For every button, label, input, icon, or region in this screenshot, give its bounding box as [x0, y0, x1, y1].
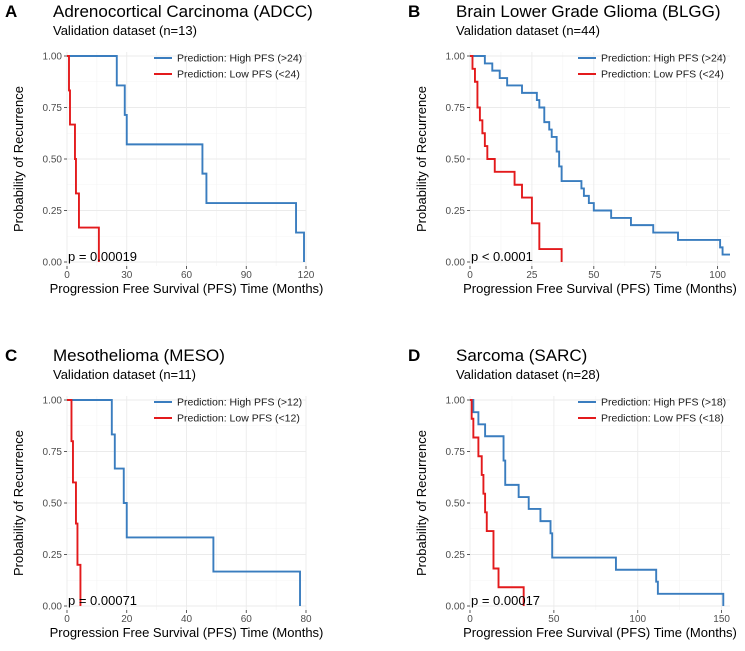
x-axis-label: Progression Free Survival (PFS) Time (Mo…: [50, 281, 324, 296]
panel-letter: B: [408, 2, 420, 21]
p-value: p < 0.0001: [471, 249, 533, 264]
y-tick-label: 0.25: [43, 550, 63, 561]
panel-title: Mesothelioma (MESO): [53, 346, 225, 365]
legend-label-high: Prediction: High PFS (>18): [601, 397, 726, 409]
x-tick-label: 90: [241, 270, 253, 281]
y-tick-label: 1.00: [446, 52, 466, 63]
x-tick-label: 20: [121, 614, 133, 625]
y-tick-label: 1.00: [43, 396, 63, 407]
x-axis-label: Progression Free Survival (PFS) Time (Mo…: [50, 625, 324, 640]
panel-title: Sarcoma (SARC): [456, 346, 587, 365]
x-tick-label: 40: [181, 614, 193, 625]
y-tick-label: 0.25: [43, 206, 63, 217]
panel-letter: D: [408, 346, 420, 365]
panel-subtitle: Validation dataset (n=44): [456, 23, 600, 38]
panel-d: 0 50 100 150 0.00 0.25 0.50 0.75 1.00 Prediction:…: [408, 346, 737, 640]
y-tick-label: 0.00: [446, 602, 466, 613]
panel-letter: C: [5, 346, 17, 365]
x-tick-label: 0: [64, 614, 70, 625]
x-tick-label: 60: [181, 270, 193, 281]
x-axis-label: Progression Free Survival (PFS) Time (Mo…: [463, 281, 737, 296]
y-tick-label: 0.50: [43, 499, 63, 510]
km-curve-low: [470, 399, 525, 606]
panel-title: Adrenocortical Carcinoma (ADCC): [53, 2, 313, 21]
legend-label-high: Prediction: High PFS (>24): [601, 53, 726, 65]
km-curve-high: [470, 55, 730, 256]
y-axis-label: Probability of Recurrence: [11, 86, 26, 232]
km-curve-high: [67, 55, 305, 262]
p-value: p = 0.00019: [68, 249, 137, 264]
km-curve-low: [67, 55, 100, 262]
y-tick-label: 0.00: [446, 258, 466, 269]
km-curve-high: [67, 399, 301, 606]
y-axis-label: Probability of Recurrence: [414, 86, 429, 232]
x-tick-label: 75: [650, 270, 662, 281]
panel-subtitle: Validation dataset (n=11): [53, 367, 196, 382]
panel-letter: A: [5, 2, 17, 21]
x-tick-label: 30: [121, 270, 133, 281]
legend-label-low: Prediction: Low PFS (<24): [177, 69, 300, 81]
x-tick-label: 50: [548, 614, 560, 625]
y-tick-label: 0.50: [446, 499, 466, 510]
y-tick-label: 1.00: [43, 52, 63, 63]
km-curve-high: [470, 399, 725, 606]
x-tick-label: 60: [241, 614, 253, 625]
x-tick-label: 150: [713, 614, 730, 625]
y-tick-label: 0.25: [446, 206, 466, 217]
y-tick-label: 0.50: [446, 155, 466, 166]
x-tick-label: 25: [526, 270, 538, 281]
x-tick-label: 50: [588, 270, 600, 281]
y-tick-label: 0.25: [446, 550, 466, 561]
x-tick-label: 100: [709, 270, 726, 281]
y-tick-label: 0.50: [43, 155, 63, 166]
y-tick-label: 0.75: [446, 103, 466, 114]
x-axis-label: Progression Free Survival (PFS) Time (Mo…: [463, 625, 737, 640]
legend-label-low: Prediction: Low PFS (<18): [601, 413, 724, 425]
panel-a: 0 30 60 90 120 0.00 0.25 0.50 0.75 1.00 Prediction…: [5, 2, 323, 296]
y-axis-label: Probability of Recurrence: [414, 430, 429, 576]
y-tick-label: 0.75: [43, 103, 63, 114]
km-curve-low: [470, 55, 563, 262]
km-curve-low: [67, 399, 82, 606]
legend-label-high: Prediction: High PFS (>24): [177, 53, 302, 65]
p-value: p = 0.00017: [471, 593, 540, 608]
y-tick-label: 1.00: [446, 396, 466, 407]
x-tick-label: 0: [467, 270, 473, 281]
x-tick-label: 80: [300, 614, 312, 625]
legend-label-high: Prediction: High PFS (>12): [177, 397, 302, 409]
y-tick-label: 0.00: [43, 258, 63, 269]
x-tick-label: 120: [298, 270, 315, 281]
legend-label-low: Prediction: Low PFS (<12): [177, 413, 300, 425]
y-axis-label: Probability of Recurrence: [11, 430, 26, 576]
x-tick-label: 0: [64, 270, 70, 281]
legend-label-low: Prediction: Low PFS (<24): [601, 69, 724, 81]
y-tick-label: 0.75: [446, 447, 466, 458]
panel-subtitle: Validation dataset (n=13): [53, 23, 197, 38]
x-tick-label: 100: [629, 614, 646, 625]
y-tick-label: 0.00: [43, 602, 63, 613]
p-value: p = 0.00071: [68, 593, 137, 608]
panel-title: Brain Lower Grade Glioma (BLGG): [456, 2, 721, 21]
x-tick-label: 0: [467, 614, 473, 625]
panel-subtitle: Validation dataset (n=28): [456, 367, 600, 382]
panel-b: 0 25 50 75 100 0.00 0.25 0.50 0.75 1.00 Prediction…: [408, 2, 737, 296]
panel-c: 0 20 40 60 80 0.00 0.25 0.50 0.75 1.00 Prediction:…: [5, 346, 323, 640]
y-tick-label: 0.75: [43, 447, 63, 458]
